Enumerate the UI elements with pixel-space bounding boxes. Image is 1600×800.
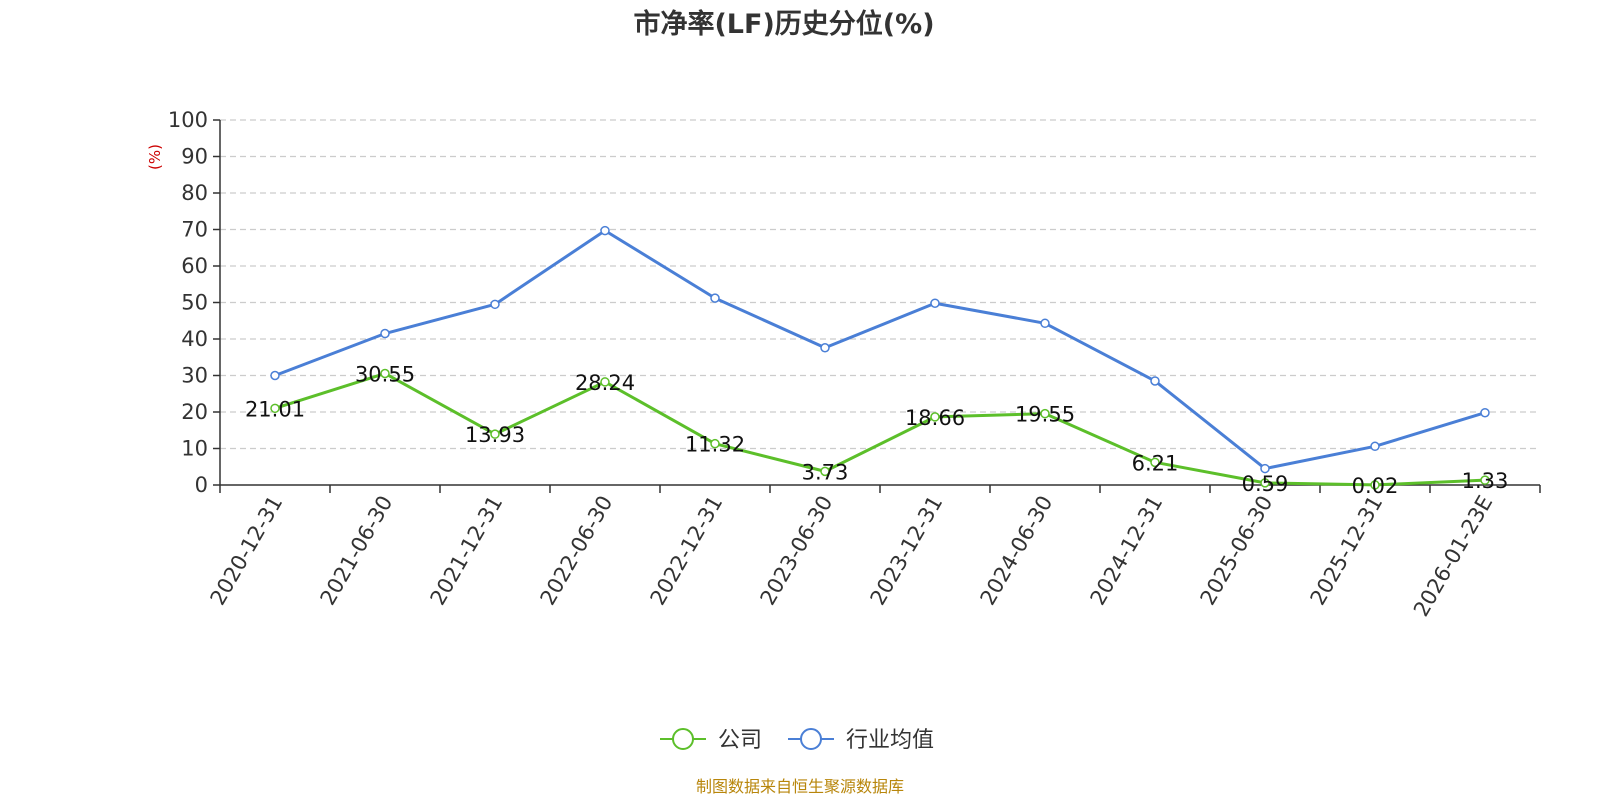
source-note: 制图数据来自恒生聚源数据库 — [696, 777, 904, 796]
x-tick-label: 2022-12-31 — [646, 492, 728, 610]
company-data-label: 30.55 — [355, 362, 415, 386]
company-series-line — [274, 371, 1486, 487]
company-data-point[interactable] — [1040, 408, 1050, 419]
legend-item-industry[interactable]: 行业均值 — [788, 728, 934, 753]
y-tick-label: 10 — [181, 437, 208, 461]
y-tick-label: 90 — [181, 145, 208, 169]
company-data-label: 0.59 — [1242, 472, 1289, 496]
legend-company-marker — [672, 728, 694, 750]
company-data-point[interactable] — [1150, 457, 1160, 468]
series-layer — [270, 225, 1490, 490]
legend-company-label: 公司 — [718, 728, 762, 753]
x-tick-label: 2024-06-30 — [976, 492, 1058, 610]
industry-series-line — [274, 229, 1486, 471]
chart-title: 市净率(LF)历史分位(%) — [633, 8, 934, 40]
industry-data-point[interactable] — [930, 298, 940, 308]
industry-data-point[interactable] — [1040, 318, 1050, 329]
x-tick-label: 2022-06-30 — [536, 492, 618, 610]
x-tick-label: 2023-06-30 — [756, 492, 838, 610]
y-tick-label: 60 — [181, 254, 208, 278]
x-tick-label: 2020-12-31 — [206, 492, 288, 610]
x-tick-label: 2021-12-31 — [426, 492, 508, 610]
company-data-point[interactable] — [710, 438, 720, 449]
y-tick-label: 30 — [181, 364, 208, 388]
company-data-label: 21.01 — [245, 397, 305, 421]
industry-data-point[interactable] — [1150, 376, 1160, 386]
y-tick-label: 100 — [168, 108, 208, 132]
y-tick-label: 80 — [181, 181, 208, 205]
company-data-label: 3.73 — [802, 460, 849, 484]
company-data-label: 19.55 — [1015, 403, 1075, 427]
industry-data-point[interactable] — [710, 293, 720, 303]
company-data-point[interactable] — [380, 368, 390, 379]
legend-industry-marker — [800, 728, 822, 750]
company-data-label: 28.24 — [575, 371, 635, 395]
industry-data-point[interactable] — [270, 370, 280, 381]
x-tick-label: 2026-01-23E — [1409, 492, 1497, 621]
company-data-point[interactable] — [1480, 475, 1490, 485]
x-tick-label: 2021-06-30 — [316, 492, 398, 610]
company-data-point[interactable] — [930, 412, 940, 422]
legend-item-company[interactable]: 公司 — [660, 728, 762, 753]
industry-data-point[interactable] — [1370, 441, 1380, 452]
x-tick-label: 2025-12-31 — [1306, 492, 1388, 610]
company-data-point[interactable] — [600, 377, 610, 387]
y-axis-label: (%) — [146, 144, 164, 170]
x-tick-label: 2023-12-31 — [866, 492, 948, 610]
industry-data-point[interactable] — [820, 343, 830, 353]
company-data-point[interactable] — [490, 429, 500, 439]
company-data-label: 6.21 — [1132, 451, 1179, 475]
company-data-label: 1.33 — [1462, 469, 1509, 493]
company-data-point[interactable] — [270, 403, 280, 414]
x-tick-label: 2024-12-31 — [1086, 492, 1168, 610]
grid — [220, 119, 1540, 450]
industry-data-point[interactable] — [380, 328, 390, 339]
company-data-label: 0.02 — [1352, 474, 1399, 498]
legend: 公司 行业均值 — [660, 728, 934, 753]
company-data-point[interactable] — [1370, 480, 1380, 490]
company-data-label: 18.66 — [905, 406, 965, 430]
industry-data-point[interactable] — [1260, 463, 1270, 474]
company-data-point[interactable] — [820, 466, 830, 477]
y-tick-label: 70 — [181, 218, 208, 242]
company-data-label: 11.32 — [685, 433, 745, 457]
industry-data-point[interactable] — [600, 225, 610, 236]
data-labels: 21.01 30.55 13.93 28.24 11.32 3.73 18.66 19.55 6… — [245, 362, 1508, 497]
legend-industry-label: 行业均值 — [846, 728, 934, 753]
industry-data-point[interactable] — [1480, 407, 1490, 418]
y-tick-label: 0 — [195, 473, 208, 497]
industry-data-point[interactable] — [490, 299, 500, 310]
y-tick-label: 20 — [181, 400, 208, 424]
y-tick-label: 50 — [181, 291, 208, 315]
x-tick-label: 2025-06-30 — [1196, 492, 1278, 610]
company-data-point[interactable] — [1260, 478, 1270, 488]
y-tick-label: 40 — [181, 327, 208, 351]
company-data-label: 13.93 — [465, 423, 525, 447]
